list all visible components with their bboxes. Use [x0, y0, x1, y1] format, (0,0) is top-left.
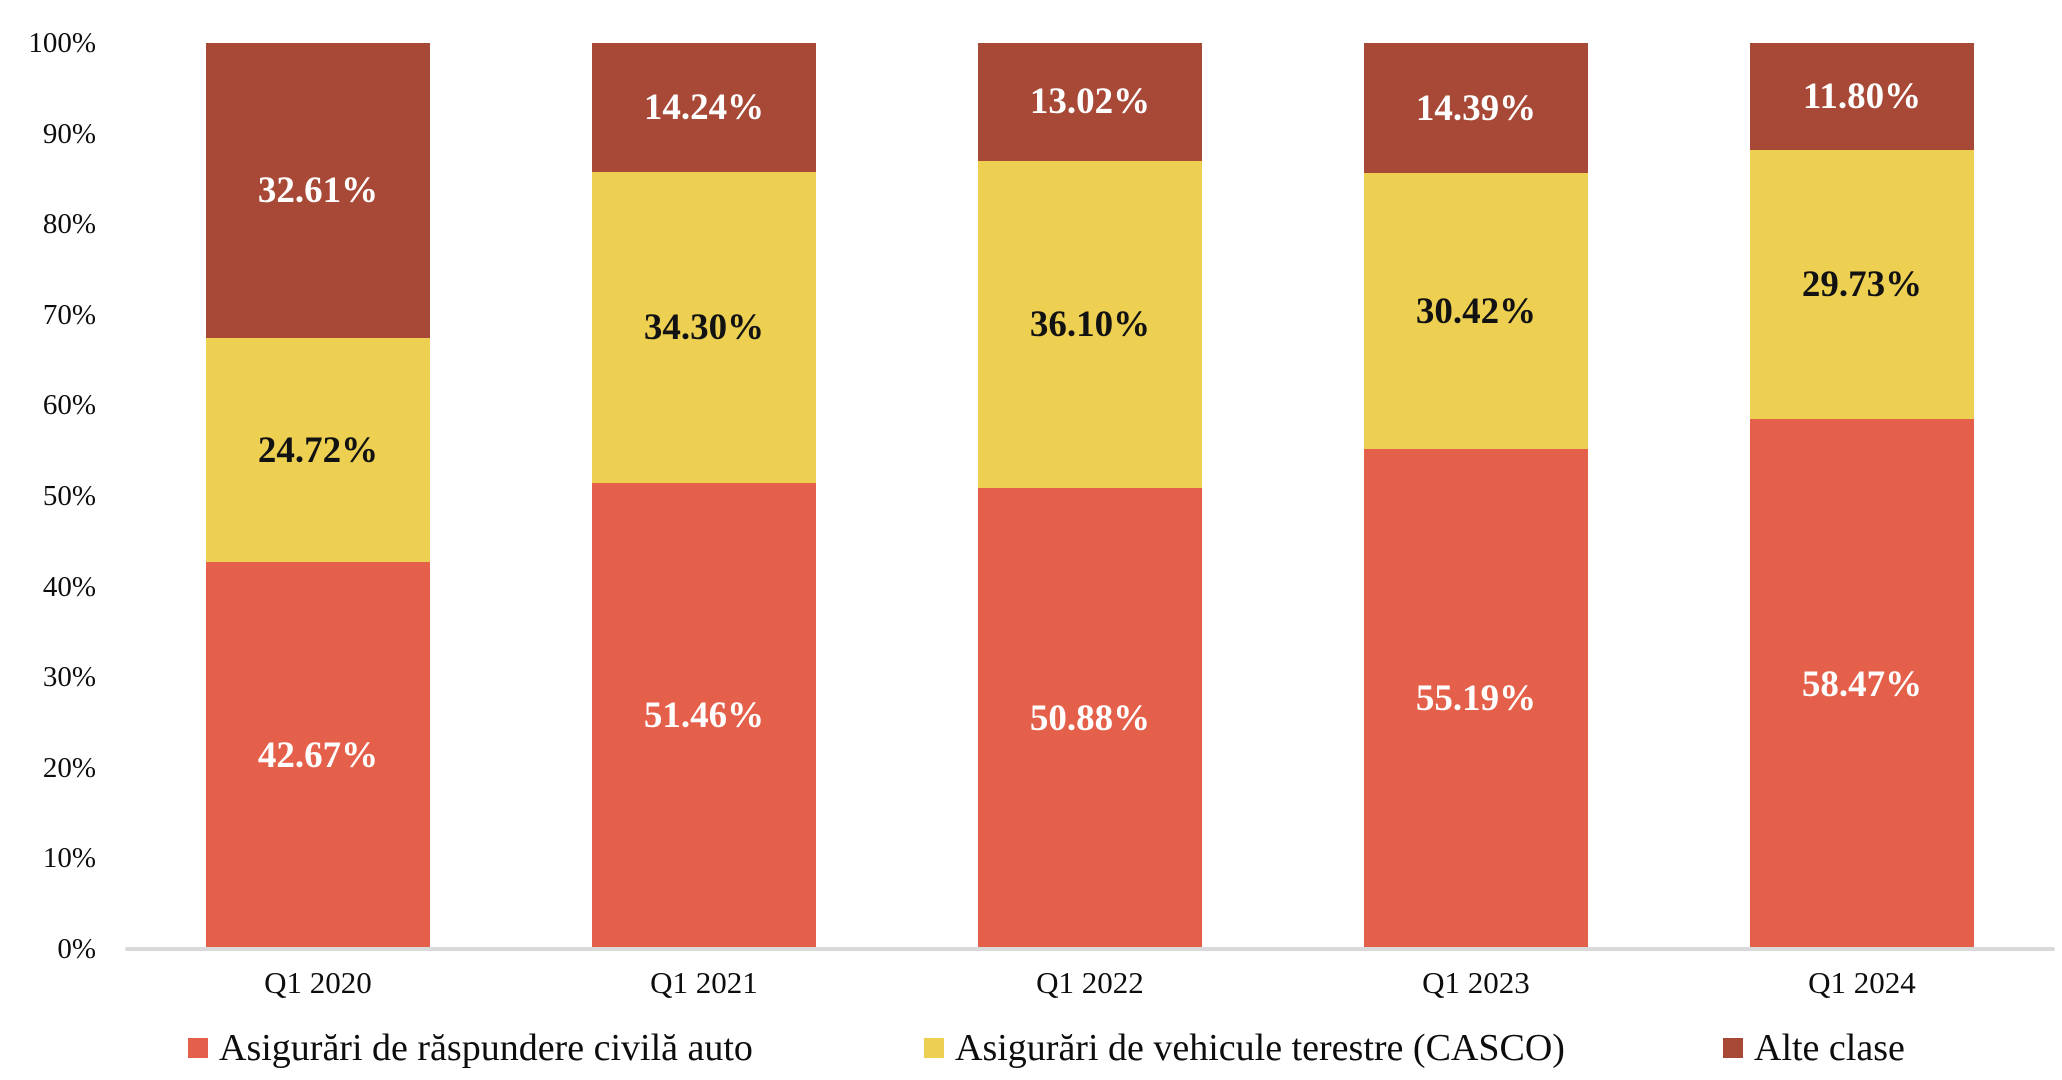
y-axis-tick-label: 40%: [42, 570, 96, 603]
bar-q1-2024: 58.47% 29.73% 11.80%: [1750, 43, 1974, 949]
y-axis-tick-label: 60%: [42, 389, 96, 422]
x-axis-category-label: Q1 2023: [1422, 965, 1530, 1000]
data-label: 55.19%: [1415, 678, 1537, 720]
legend-color-swatch-icon: [1723, 1038, 1743, 1058]
bar-segment-series-1: 42.67%: [206, 562, 430, 949]
legend-item-series-3: Alte clase: [1723, 1025, 1905, 1071]
data-label: 58.47%: [1801, 663, 1923, 705]
legend-item-series-1: Asigurări de răspundere civilă auto: [188, 1025, 753, 1071]
data-label: 34.30%: [643, 306, 765, 348]
bar-segment-series-1: 55.19%: [1364, 448, 1588, 949]
y-axis-tick-label: 90%: [42, 117, 96, 150]
legend-color-swatch-icon: [188, 1038, 208, 1058]
y-axis-tick-label: 20%: [42, 751, 96, 784]
data-label: 14.24%: [643, 87, 765, 129]
data-label: 29.73%: [1801, 264, 1923, 306]
bar-segment-series-1: 50.88%: [978, 488, 1202, 949]
bar-q1-2021: 51.46% 34.30% 14.24%: [592, 43, 816, 949]
data-label: 30.42%: [1415, 290, 1537, 332]
bar-segment-series-3: 32.61%: [206, 43, 430, 339]
y-axis-tick-label: 30%: [42, 661, 96, 694]
y-axis-tick-label: 80%: [42, 208, 96, 241]
data-label: 24.72%: [257, 429, 379, 471]
bar-segment-series-1: 51.46%: [592, 482, 816, 949]
bar-q1-2023: 55.19% 30.42% 14.39%: [1364, 43, 1588, 949]
bar-q1-2022: 50.88% 36.10% 13.02%: [978, 43, 1202, 949]
x-axis-baseline: [125, 947, 2055, 951]
y-axis-tick-label: 10%: [42, 842, 96, 875]
x-axis-category-label: Q1 2020: [264, 965, 372, 1000]
data-label: 36.10%: [1029, 304, 1151, 345]
y-axis-tick-label: 0%: [57, 933, 96, 965]
legend-label: Asigurări de răspundere civilă auto: [219, 1027, 753, 1069]
legend-label: Alte clase: [1754, 1027, 1905, 1069]
legend-color-swatch-icon: [924, 1038, 944, 1058]
x-axis-category-label: Q1 2021: [650, 965, 758, 1000]
x-axis-category-label: Q1 2024: [1808, 965, 1916, 1000]
bar-segment-series-3: 13.02%: [978, 43, 1202, 161]
bar-segment-series-2: 24.72%: [206, 338, 430, 563]
y-axis-tick-label: 70%: [42, 298, 96, 331]
x-axis-category-label: Q1 2022: [1036, 965, 1144, 1000]
data-label: 51.46%: [643, 695, 765, 737]
y-axis-tick-label: 50%: [42, 480, 96, 512]
bar-segment-series-3: 14.39%: [1364, 43, 1588, 174]
data-label: 11.80%: [1802, 75, 1922, 117]
bar-segment-series-2: 36.10%: [978, 160, 1202, 489]
data-label: 13.02%: [1029, 81, 1151, 123]
bar-segment-series-3: 11.80%: [1750, 43, 1974, 150]
bar-segment-series-3: 14.24%: [592, 43, 816, 173]
bar-segment-series-2: 29.73%: [1750, 149, 1974, 420]
legend-item-series-2: Asigurări de vehicule terestre (CASCO): [924, 1025, 1565, 1071]
bar-segment-series-2: 34.30%: [592, 172, 816, 483]
data-label: 50.88%: [1029, 698, 1151, 740]
data-label: 14.39%: [1415, 87, 1537, 129]
y-axis-tick-label: 100%: [28, 27, 96, 59]
bar-q1-2020: 42.67% 24.72% 32.61%: [206, 43, 430, 949]
bar-segment-series-2: 30.42%: [1364, 173, 1588, 449]
data-label: 42.67%: [257, 735, 379, 777]
bar-segment-series-1: 58.47%: [1750, 419, 1974, 949]
legend-label: Asigurări de vehicule terestre (CASCO): [955, 1027, 1565, 1069]
data-label: 32.61%: [257, 170, 379, 212]
